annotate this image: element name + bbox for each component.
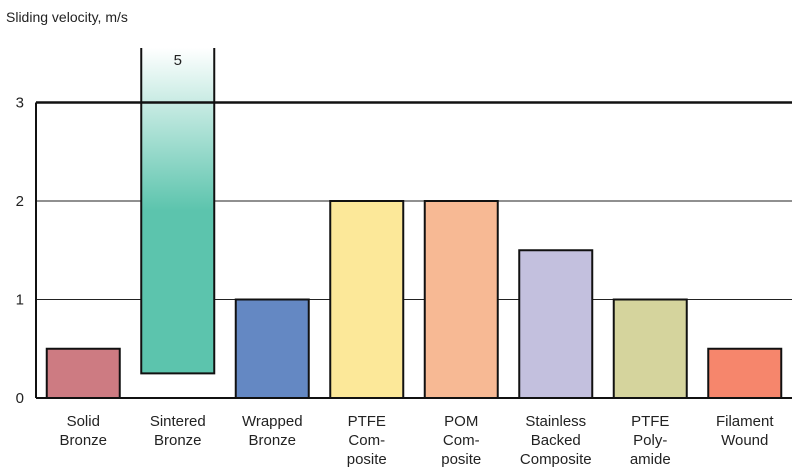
bar-outline <box>140 48 216 375</box>
x-tick-label: Solid Bronze <box>59 413 107 449</box>
bar <box>141 210 215 374</box>
bar-fade <box>141 48 215 211</box>
bar <box>707 347 783 399</box>
bar <box>423 200 499 399</box>
y-axis-label: Sliding velocity, m/s <box>6 9 128 25</box>
x-tick-label: PTFE Com-posite <box>347 413 387 468</box>
y-tick-label: 1 <box>16 292 24 309</box>
x-tick-label: Wrapped Bronze <box>242 413 303 449</box>
bar <box>612 298 688 399</box>
y-tick-label: 3 <box>16 95 24 112</box>
bar <box>45 347 121 399</box>
bar <box>518 249 594 399</box>
bar <box>329 200 405 399</box>
x-tick-label: PTFE Poly-amide <box>630 413 671 468</box>
x-tick-label: POM Com-posite <box>441 413 481 468</box>
y-tick-label: 2 <box>16 193 24 210</box>
y-tick-label: 0 <box>16 390 24 407</box>
x-tick-label: Filament Wound <box>716 413 774 449</box>
x-tick-label: Stainless Backed Composite <box>520 413 592 468</box>
x-tick-label: Sintered Bronze <box>150 413 206 449</box>
data-label: 5 <box>174 52 182 69</box>
bar <box>234 298 310 399</box>
